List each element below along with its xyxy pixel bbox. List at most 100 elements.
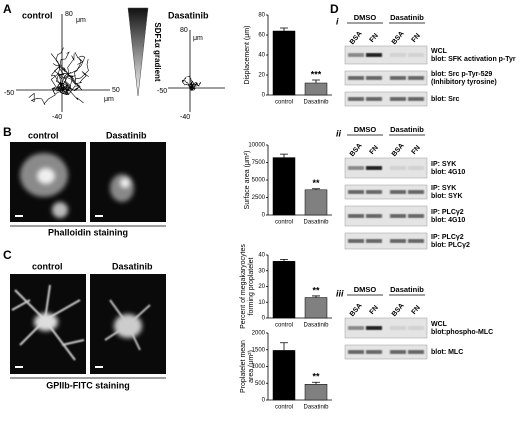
group-label: DMSO [354,125,377,134]
bar [272,30,296,96]
x-tick-label: Dasatinib [303,100,329,106]
y-tick-label: 10 [258,300,265,306]
y-tick-label: 2000 [252,331,266,337]
band [390,166,406,170]
band [348,239,364,243]
blot-label: blot: Src p-Tyr-529 [431,71,492,78]
blot-label: IP: PLCγ2 [431,209,464,216]
band [408,53,424,57]
y-tick-label: 30 [258,268,265,274]
y-axis-label: Displacement (μm) [244,26,251,85]
lane-label: FN [411,144,422,156]
blot [344,232,428,250]
band [408,326,424,330]
cell [110,174,134,202]
trajectories [28,47,89,105]
band [366,214,382,218]
proplatelets [11,284,85,361]
blot [344,184,428,200]
cell [37,168,55,184]
band [408,239,424,243]
y-tick-label: 80 [258,13,265,19]
band [366,326,382,330]
band [408,350,424,354]
group-label: DMSO [354,285,377,294]
trajectory [181,79,191,89]
scale-bar [95,215,103,217]
bar [304,384,328,401]
group-label: Dasatinib [390,13,424,22]
y-tick-label: 1000 [252,364,266,370]
trajectory [189,82,197,89]
band [408,166,424,170]
blot [344,70,428,86]
y-tick-label: 7500 [252,160,266,166]
axis-label: 80 [180,27,188,34]
lane-label: BSA [391,30,406,46]
y-tick-label: 0 [262,316,266,322]
gradient-label: SDF1α gradient [153,22,162,81]
band [366,53,382,57]
axis-label: -40 [180,114,190,121]
band [390,214,406,218]
y-axis-label: Surface area (μm²) [244,151,251,210]
band [390,97,406,101]
band [348,53,364,57]
y-tick-label: 40 [258,53,265,59]
proplatelets [104,299,151,351]
x-tick-label: control [275,323,293,329]
error-bar [280,153,288,158]
blot-label: WCL [431,48,448,55]
band [348,76,364,80]
scale-bar [15,366,23,368]
group-label: DMSO [354,13,377,22]
blot-label: (Inhibitory tyrosine) [431,79,497,86]
x-tick-label: Dasatinib [303,323,329,329]
blot-label: IP: PLCγ2 [431,234,464,241]
band [390,53,406,57]
cell [120,178,130,188]
bar [272,261,296,319]
significance: *** [311,69,322,79]
band [390,350,406,354]
trajectory [182,76,191,88]
section-label: i [336,16,339,26]
band [348,214,364,218]
trajectory [189,82,200,91]
panel-label: B [3,125,12,139]
blot-label: blot: PLCγ2 [431,242,470,249]
error-bar [280,342,288,351]
band [366,190,382,194]
y-axis-label: area (μm²) [248,350,255,383]
y-tick-label: 0 [262,93,266,99]
y-tick-label: 40 [258,253,265,259]
bar [304,297,328,319]
panel-label: A [3,2,12,16]
trajectory [50,47,70,91]
group-label: Dasatinib [390,285,424,294]
lane-label: FN [369,304,380,316]
lane-label: BSA [349,302,364,318]
y-tick-label: 1500 [252,347,266,353]
y-tick-label: 20 [258,73,265,79]
lane-label: BSA [391,142,406,158]
trajectories [181,76,202,91]
significance: ** [312,285,320,295]
blot [344,344,428,360]
band [390,326,406,330]
band [390,76,406,80]
error-bar [280,27,288,31]
panel-label: D [330,2,339,16]
cell [34,313,58,331]
y-tick-label: 5000 [252,178,266,184]
significance: ** [312,372,320,382]
section-label: ii [336,128,342,138]
bar [272,157,296,216]
cell [114,314,142,338]
band [348,166,364,170]
cell [52,202,68,218]
blot-label: blot: 4G10 [431,169,465,176]
axis-label: -50 [157,88,167,95]
blot [344,91,428,107]
blot-label: WCL [431,321,448,328]
